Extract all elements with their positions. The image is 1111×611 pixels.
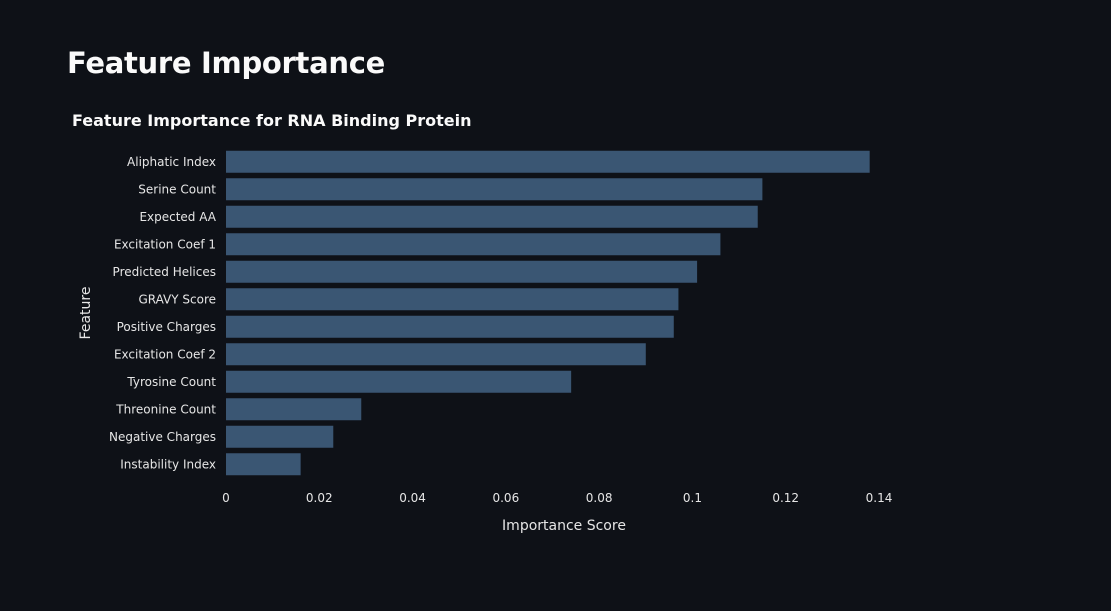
y-tick-label: Excitation Coef 1 — [114, 237, 216, 251]
x-tick-label: 0.14 — [866, 491, 893, 505]
bar — [226, 205, 758, 228]
y-tick-label: Tyrosine Count — [126, 375, 216, 389]
bar — [226, 370, 572, 393]
y-tick-labels: Aliphatic Index Serine Count Expected AA Ex… — [109, 155, 217, 472]
x-tick-labels: 0 0.02 0.04 0.06 0.08 0.1 0.12 0.14 — [222, 491, 892, 505]
x-tick-label: 0.06 — [492, 491, 519, 505]
x-tick-label: 0.1 — [683, 491, 702, 505]
y-tick-label: Predicted Helices — [113, 265, 216, 279]
bar — [226, 315, 674, 338]
bars-layer — [226, 150, 870, 476]
y-tick-label: Threonine Count — [115, 402, 216, 416]
bar — [226, 398, 362, 421]
bar — [226, 178, 763, 201]
y-tick-label: Instability Index — [120, 457, 216, 471]
y-tick-label: Negative Charges — [109, 430, 216, 444]
x-tick-label: 0.08 — [586, 491, 613, 505]
y-tick-label: Expected AA — [139, 210, 216, 224]
page-title: Feature Importance — [67, 46, 385, 80]
bar — [226, 288, 679, 311]
y-axis-title: Feature — [78, 287, 94, 340]
bar — [226, 453, 301, 476]
y-tick-label: Aliphatic Index — [127, 155, 216, 169]
x-tick-label: 0 — [222, 491, 230, 505]
x-tick-label: 0.02 — [306, 491, 333, 505]
bar — [226, 425, 334, 448]
bar — [226, 233, 721, 256]
y-tick-label: Excitation Coef 2 — [114, 347, 216, 361]
y-tick-label: Positive Charges — [117, 320, 216, 334]
y-tick-label: GRAVY Score — [138, 292, 216, 306]
x-tick-label: 0.04 — [399, 491, 426, 505]
bar — [226, 150, 870, 173]
bar — [226, 343, 646, 366]
x-tick-label: 0.12 — [772, 491, 799, 505]
y-tick-label: Serine Count — [138, 182, 216, 196]
chart-title: Feature Importance for RNA Binding Prote… — [72, 111, 471, 130]
x-axis-title: Importance Score — [502, 518, 626, 534]
bar — [226, 260, 698, 283]
